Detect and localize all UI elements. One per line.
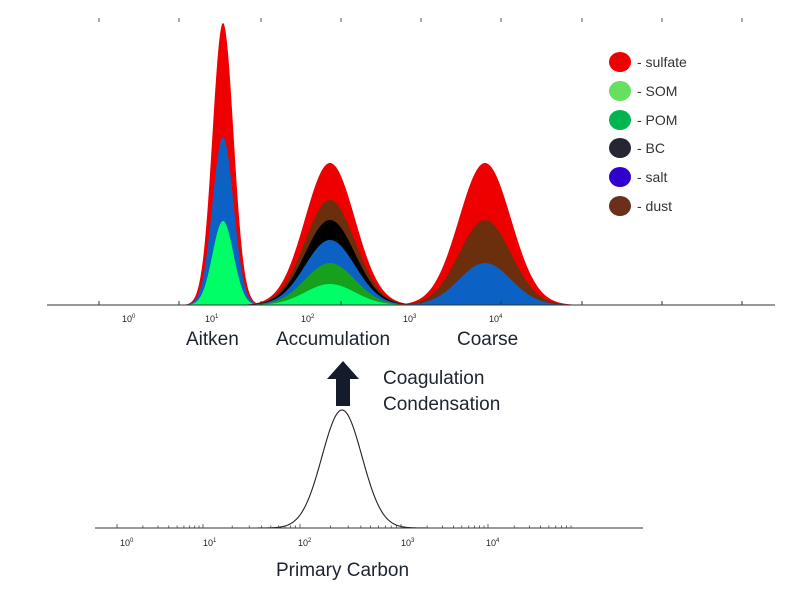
legend-label-pom: - POM <box>637 112 677 128</box>
legend-swatch-bc <box>609 138 631 158</box>
top-tick-label-0: 100 <box>122 314 136 324</box>
up-arrow-icon <box>327 361 359 406</box>
bottom-tick-label-2: 102 <box>298 538 312 548</box>
top-tick-label-3: 103 <box>403 314 417 324</box>
legend-item-salt: - salt <box>609 167 667 187</box>
legend-swatch-pom <box>609 110 631 130</box>
legend-item-sulfate: - sulfate <box>609 52 687 72</box>
primary-carbon-curve <box>98 409 640 529</box>
accumulation-som-area <box>225 284 435 305</box>
coarse-salt-area <box>375 263 595 305</box>
coarse-dust-area <box>375 220 595 305</box>
bottom-axis-ticks <box>116 524 572 528</box>
legend-item-som: - SOM <box>609 81 677 101</box>
legend-item-dust: - dust <box>609 196 672 216</box>
legend-swatch-som <box>609 81 631 101</box>
top-tick-label-2: 102 <box>301 314 315 324</box>
legend-label-sulfate: - sulfate <box>637 54 687 70</box>
legend-swatch-dust <box>609 196 631 216</box>
legend-label-bc: - BC <box>637 140 665 156</box>
legend-swatch-salt <box>609 167 631 187</box>
top-axis-top-ticks <box>98 18 743 22</box>
legend-label-som: - SOM <box>637 83 677 99</box>
mode-label-coarse: Coarse <box>457 329 518 350</box>
legend-item-bc: - BC <box>609 138 665 158</box>
top-tick-label-1: 101 <box>205 314 219 324</box>
size-distribution-areas <box>178 23 595 306</box>
bottom-tick-label-3: 103 <box>401 538 415 548</box>
mode-label-aitken: Aitken <box>186 329 239 350</box>
top-axis-ticks <box>98 301 743 305</box>
mode-label-accumulation: Accumulation <box>276 329 390 350</box>
top-tick-label-4: 104 <box>489 314 503 324</box>
primary-carbon-label: Primary Carbon <box>276 560 409 581</box>
aitken-som-area <box>178 221 268 305</box>
bottom-tick-label-1: 101 <box>203 538 217 548</box>
process-label-condensation: Condensation <box>383 394 500 415</box>
legend-label-dust: - dust <box>637 198 672 214</box>
process-label-coagulation: Coagulation <box>383 368 484 389</box>
legend: - sulfate - SOM - POM - BC - salt - dust <box>609 52 687 216</box>
legend-item-pom: - POM <box>609 110 677 130</box>
bottom-tick-label-4: 104 <box>486 538 500 548</box>
legend-label-salt: - salt <box>637 169 667 185</box>
legend-swatch-sulfate <box>609 52 631 72</box>
bottom-tick-label-0: 100 <box>120 538 134 548</box>
